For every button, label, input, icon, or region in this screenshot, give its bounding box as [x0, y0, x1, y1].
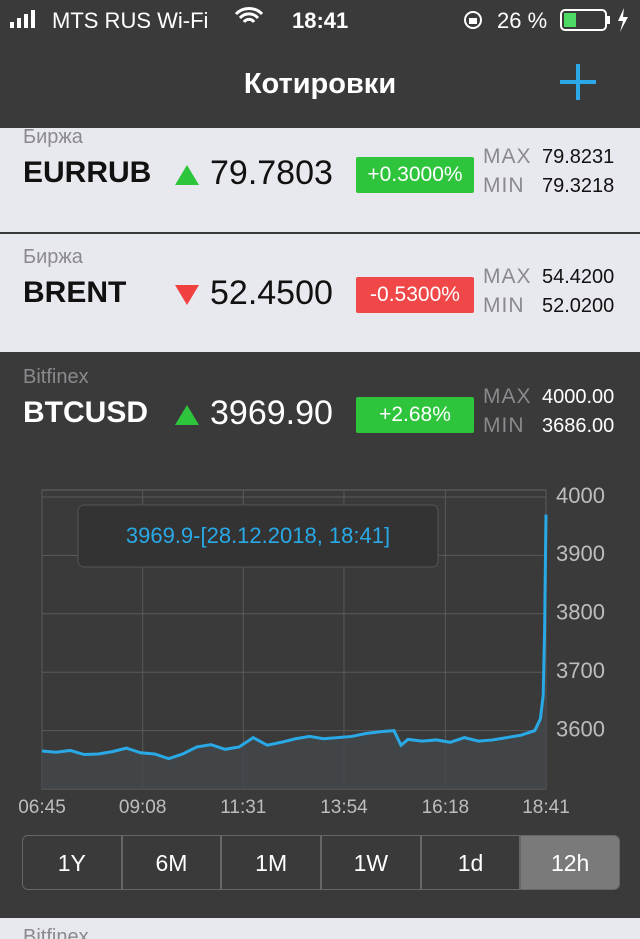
x-tick-label: 16:18	[422, 797, 470, 818]
add-button[interactable]	[560, 64, 596, 100]
change-badge: -0.5300%	[356, 277, 474, 313]
y-tick-label: 3600	[556, 716, 605, 741]
min-value: 52.0200	[542, 295, 615, 317]
quote-card[interactable]: Биржа EURRUB 79.7803 +0.3000% MAX 79.8231 MIN 7…	[0, 114, 640, 232]
price: 79.7803	[210, 154, 333, 192]
price: 3969.90	[210, 394, 333, 432]
tooltip-box	[77, 504, 439, 568]
range-button[interactable]: 6M	[121, 835, 222, 890]
y-tick-label: 4000	[556, 483, 605, 508]
exchange: Bitfinex	[23, 366, 89, 388]
battery: 26 %	[497, 8, 548, 33]
range-button[interactable]: 1M	[221, 835, 321, 890]
range-button[interactable]: 1W	[321, 835, 421, 890]
clock: 18:41	[292, 8, 349, 33]
arrow	[175, 285, 199, 305]
exchange: Биржа	[23, 246, 83, 268]
nav-title: Котировки	[243, 68, 397, 100]
max-value: 54.4200	[542, 266, 615, 288]
y-tick-label: 3800	[556, 600, 605, 625]
range-button[interactable]: 1d	[420, 835, 521, 890]
next-card: Bitfinex	[0, 918, 640, 939]
symbol: BRENT	[23, 276, 127, 309]
range-button[interactable]: 12h	[520, 835, 620, 890]
x-tick-label: 06:45	[18, 797, 66, 818]
change-badge: +0.3000%	[356, 157, 474, 193]
y-tick-label: 3900	[556, 541, 605, 566]
arrow	[175, 405, 199, 425]
max-value: 79.8231	[542, 146, 615, 168]
tooltip: 3969.9-[28.12.2018, 18:41]	[126, 523, 390, 548]
area	[42, 514, 546, 789]
x-tick-label: 09:08	[119, 797, 167, 818]
arrow	[175, 165, 199, 185]
direction-arrow	[175, 405, 199, 425]
max-label: MAX	[483, 265, 532, 288]
symbol: BTCUSD	[23, 396, 148, 429]
quote-card[interactable]: Bitfinex BTCUSD 3969.90 +2.68% MAX 4000.00 MIN…	[0, 354, 640, 914]
x-tick-label: 13:54	[320, 797, 368, 818]
carrier: MTS RUS Wi-Fi	[52, 8, 209, 33]
symbol: EURRUB	[23, 156, 152, 189]
x-tick-label: 11:31	[220, 797, 266, 818]
max-label: MAX	[483, 145, 532, 168]
chart: 3600 3700 3800 3900 4000 06:45 09:08 11:31 13:54…	[18, 483, 605, 818]
max-value: 4000.00	[542, 386, 615, 408]
status-icons	[10, 7, 628, 100]
min-label: MIN	[483, 414, 525, 437]
quote-card[interactable]: Биржа BRENT 52.4500 -0.5300% MAX 54.4200 MIN 52…	[0, 234, 640, 352]
direction-arrow	[175, 285, 199, 305]
min-value: 79.3218	[542, 175, 615, 197]
max-label: MAX	[483, 385, 532, 408]
direction-arrow	[175, 165, 199, 185]
min-label: MIN	[483, 294, 525, 317]
x-tick-label: 18:41	[522, 797, 570, 818]
change-badge: +2.68%	[356, 397, 474, 433]
y-tick-label: 3700	[556, 658, 605, 683]
price: 52.4500	[210, 274, 333, 312]
exchange: Биржа	[23, 126, 83, 148]
exchange: Bitfinex	[23, 926, 89, 939]
min-label: MIN	[483, 174, 525, 197]
range-button[interactable]: 1Y	[22, 835, 122, 890]
min-value: 3686.00	[542, 415, 615, 437]
price-line	[41, 514, 548, 761]
header: MTS RUS Wi-Fi 18:41 26 % Котировки	[0, 0, 640, 128]
